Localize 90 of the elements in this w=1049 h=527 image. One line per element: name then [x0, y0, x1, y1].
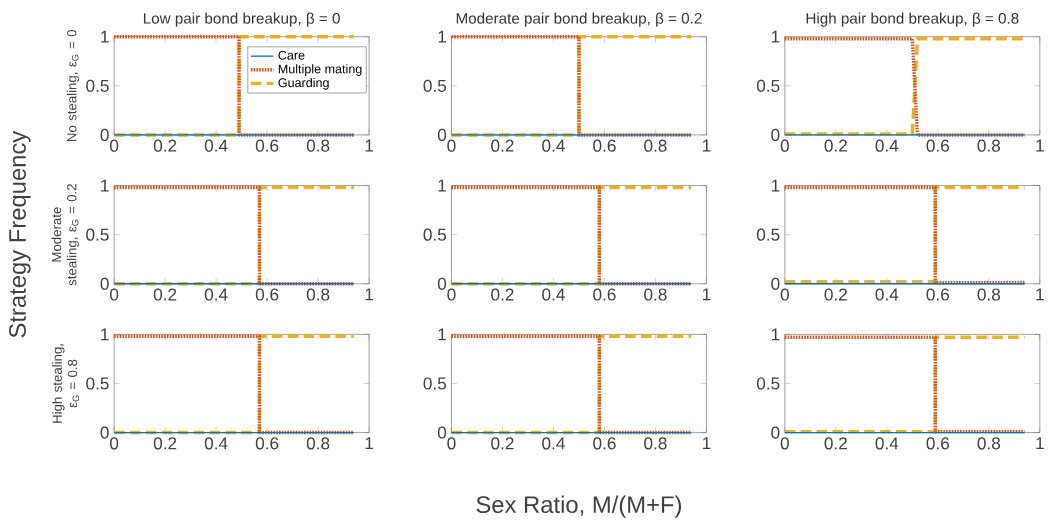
chart-title: Moderate pair bond breakup, β = 0.2: [456, 12, 702, 27]
y-tick-label: 1: [771, 179, 780, 192]
y-tick-label: 0.5: [423, 79, 447, 92]
y-tick-label: 0.5: [756, 228, 780, 241]
y-tick-label: 0.5: [423, 377, 447, 390]
y-tick-label: 0.5: [86, 228, 109, 241]
x-tick-label: 0.2: [491, 437, 514, 450]
x-tick-label: 0.8: [977, 288, 1001, 301]
x-axis-title: Sex Ratio, M/(M+F): [476, 495, 681, 518]
y-tick-label: 0: [771, 426, 780, 439]
y-tick-label: 0: [437, 128, 447, 142]
x-tick-label: 0: [447, 288, 456, 301]
chart-title: Low pair bond breakup, β = 0: [143, 12, 340, 27]
x-tick-label: 0.4: [542, 288, 565, 301]
x-tick-label: 0.4: [875, 288, 899, 301]
x-tick-label: 0: [780, 288, 789, 301]
y-tick-label: 1: [101, 328, 109, 341]
x-tick-label: 0.6: [255, 437, 279, 450]
y-tick-label: 1: [438, 30, 446, 43]
x-tick-label: 0.4: [204, 139, 228, 152]
y-axis-title: No stealing, ε$_{G}$ = 0: [66, 30, 80, 142]
x-tick-label: 0.6: [926, 288, 950, 301]
x-tick-label: 0.2: [491, 139, 514, 152]
x-tick-label: 0.4: [542, 437, 565, 450]
y-tick-label: 0.5: [423, 228, 447, 241]
y-tick-label: 0.5: [756, 79, 780, 92]
x-tick-label: 1: [1036, 437, 1044, 450]
y-tick-label: 0: [100, 128, 109, 142]
x-tick-label: 0.6: [593, 288, 616, 301]
text: Strategy Frequency: [9, 130, 31, 338]
x-tick-label: 0: [780, 437, 789, 450]
legend-label: Guarding: [278, 77, 329, 90]
x-tick-label: 1: [365, 288, 374, 301]
x-tick-label: 1: [702, 288, 711, 301]
x-tick-label: 0: [109, 437, 119, 450]
x-tick-label: 0.8: [977, 437, 1001, 450]
x-tick-label: 0.6: [255, 139, 279, 152]
x-tick-label: 1: [1036, 139, 1044, 152]
legend-label: Multiple mating: [278, 64, 362, 76]
chart-title: High pair bond breakup, β = 0.8: [806, 12, 1019, 27]
x-tick-label: 0: [109, 139, 119, 152]
x-tick-label: 0.6: [255, 288, 279, 301]
x-tick-label: 0.6: [593, 139, 616, 152]
y-tick-label: 0.5: [756, 377, 780, 390]
y-tick-label: 1: [101, 179, 109, 192]
x-tick-label: 0.6: [926, 139, 950, 152]
x-tick-label: 1: [702, 437, 711, 450]
x-tick-label: 0: [447, 139, 456, 152]
y-tick-label: 1: [771, 328, 780, 341]
x-tick-label: 1: [365, 437, 374, 450]
y-tick-label: 0: [100, 426, 109, 439]
x-tick-label: 0.4: [875, 437, 899, 450]
x-tick-label: 0.2: [824, 288, 847, 301]
x-tick-label: 1: [1036, 288, 1044, 301]
y-tick-label: 0.5: [86, 377, 109, 390]
y-tick-label: 1: [438, 179, 446, 192]
x-tick-label: 0.8: [306, 288, 330, 301]
y-tick-label: 0: [771, 277, 780, 290]
y-tick-label: 0: [771, 128, 780, 142]
x-tick-label: 1: [702, 139, 711, 152]
y-tick-label: 0: [437, 277, 447, 290]
x-tick-label: 0.8: [306, 139, 330, 152]
y-tick-label: 1: [771, 30, 780, 43]
y-tick-label: 0: [100, 277, 109, 290]
x-tick-label: 0.8: [644, 437, 667, 450]
x-tick-label: 0.2: [153, 288, 177, 301]
x-tick-label: 0.8: [644, 139, 667, 152]
x-tick-label: 0.4: [204, 437, 228, 450]
y-tick-label: 0.5: [86, 79, 109, 92]
x-tick-label: 0.2: [491, 288, 514, 301]
legend-label: Care: [278, 50, 305, 60]
x-tick-label: 0.2: [153, 437, 177, 450]
x-tick-label: 0: [109, 288, 119, 301]
x-tick-label: 0.4: [204, 288, 228, 301]
y-tick-label: 1: [438, 328, 446, 341]
x-tick-label: 0.4: [875, 139, 899, 152]
x-tick-label: 0.2: [153, 139, 177, 152]
x-tick-label: 0.8: [977, 139, 1001, 152]
x-tick-label: 0.8: [644, 288, 667, 301]
x-tick-label: 0: [780, 139, 789, 152]
x-tick-label: 0.2: [824, 437, 847, 450]
x-tick-label: 0: [447, 437, 456, 450]
x-tick-label: 0.8: [306, 437, 330, 450]
x-tick-label: 0.6: [926, 437, 950, 450]
x-tick-label: 1: [365, 139, 374, 152]
x-tick-label: 0.6: [593, 437, 616, 450]
y-tick-label: 0: [437, 426, 447, 439]
x-tick-label: 0.4: [542, 139, 565, 152]
y-tick-label: 1: [101, 30, 109, 43]
x-tick-label: 0.2: [824, 139, 847, 152]
